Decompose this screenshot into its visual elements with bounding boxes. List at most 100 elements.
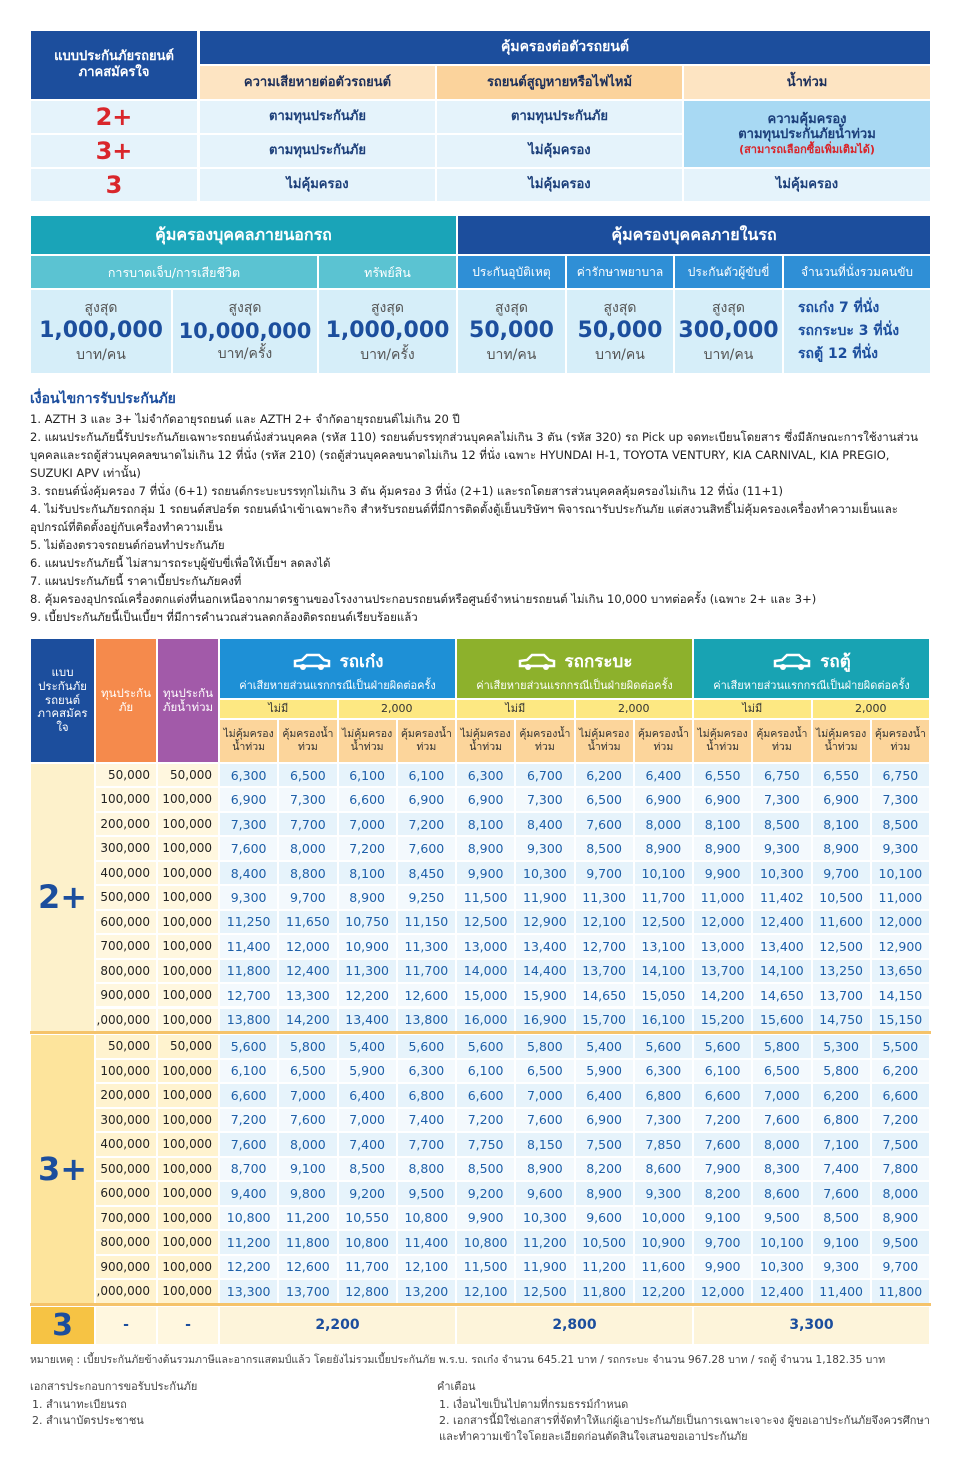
flood-sum: 100,000 xyxy=(157,983,219,1008)
premium: 9,300 xyxy=(870,836,930,861)
premium: 9,900 xyxy=(456,1205,516,1230)
premium: 14,650 xyxy=(752,983,812,1008)
premium: 8,500 xyxy=(752,811,812,837)
premium: 8,500 xyxy=(870,811,930,837)
premium: 13,800 xyxy=(219,1007,279,1032)
plan-col-header: แบบประกันภัยรถยนต์ภาคสมัครใจ xyxy=(30,638,95,763)
limit-label: สูงสุด xyxy=(603,299,637,316)
premium: 11,000 xyxy=(693,885,753,910)
flood-sum: 100,000 xyxy=(157,1279,219,1304)
warning-item: 1. เงื่อนไขเป็นไปตามที่กรมธรรม์กำหนด xyxy=(439,1398,629,1411)
sum-insured: 300,000 xyxy=(95,1107,157,1132)
sum-insured: 600,000 xyxy=(95,1181,157,1206)
premium: 13,100 xyxy=(633,934,693,959)
deductible-caption: ค่าเสียหายส่วนแรกกรณีเป็นฝ่ายผิดต่อครั้ง xyxy=(476,678,673,692)
plan-label: 3 xyxy=(30,1306,95,1345)
premium: 9,600 xyxy=(515,1181,575,1206)
premium: 7,600 xyxy=(574,811,634,837)
premium: 6,900 xyxy=(693,787,753,812)
premium: 7,600 xyxy=(278,1107,338,1132)
premium: 6,900 xyxy=(219,787,279,812)
premium: 8,100 xyxy=(811,811,871,837)
vehicle-name-row: รถกระบะ xyxy=(517,645,632,679)
premium: 7,600 xyxy=(693,1132,753,1157)
premium: 5,600 xyxy=(219,1034,279,1059)
premium: 8,000 xyxy=(278,836,338,861)
premium: 11,800 xyxy=(574,1279,634,1304)
column-header: น้ำท่วม xyxy=(683,65,931,100)
vehicle-icon xyxy=(518,653,555,670)
limit-label: สูงสุด xyxy=(494,299,529,316)
flood-option: คุ้มครองน้ำท่วม xyxy=(752,719,812,763)
limit-cell: สูงสุด 1,000,000 บาท/ครั้ง xyxy=(318,289,457,374)
plan-label: 3+ xyxy=(30,134,198,168)
premium: 8,600 xyxy=(752,1181,812,1206)
premium: 13,700 xyxy=(278,1279,338,1304)
flood-sum: 100,000 xyxy=(157,1007,219,1032)
premium: 2,200 xyxy=(219,1306,456,1345)
premium: 9,300 xyxy=(515,836,575,861)
condition-item: 7. แผนประกันภัยนี้ ราคาเบี้ยประกันภัยคงท… xyxy=(30,574,242,588)
flood-option: คุ้มครองน้ำท่วม xyxy=(633,719,693,763)
premium: 7,600 xyxy=(811,1181,871,1206)
premium: 6,600 xyxy=(219,1083,279,1108)
premium: 9,900 xyxy=(693,1254,753,1279)
premium: 11,700 xyxy=(633,885,693,910)
limit-unit: บาท/คน xyxy=(76,346,126,363)
sum-insured: 600,000 xyxy=(95,909,157,935)
premium: 15,700 xyxy=(574,1007,634,1032)
premium: 6,600 xyxy=(456,1083,516,1108)
condition-item: 1. AZTH 3 และ 3+ ไม่จำกัดอายุรถยนต์ และ … xyxy=(30,412,460,426)
premium: 13,400 xyxy=(515,934,575,959)
inside-title: คุ้มครองบุคคลภายในรถ xyxy=(457,215,931,255)
premium: 7,400 xyxy=(337,1132,397,1157)
outside-subheader: ทรัพย์สิน xyxy=(318,255,457,289)
premium: 12,700 xyxy=(574,934,634,959)
premium: 6,100 xyxy=(693,1058,753,1083)
premium: 6,700 xyxy=(515,763,575,788)
premium: 12,700 xyxy=(219,983,279,1008)
premium: 12,100 xyxy=(574,909,634,935)
premium: 7,300 xyxy=(633,1107,693,1132)
premium: 8,900 xyxy=(337,885,397,910)
premium: 11,250 xyxy=(219,909,279,935)
premium: 10,100 xyxy=(870,860,930,886)
premium: 5,300 xyxy=(811,1034,871,1059)
premium: 6,800 xyxy=(633,1083,693,1108)
premium: 5,800 xyxy=(278,1034,338,1059)
premium: 11,300 xyxy=(396,934,456,959)
flood-col-header: ทุนประกันภัยน้ำท่วม xyxy=(157,638,219,763)
limit-unit: บาท/คน xyxy=(703,346,754,363)
premium: 9,100 xyxy=(278,1156,338,1181)
premium: 6,900 xyxy=(574,1107,634,1132)
premium: 11,150 xyxy=(396,909,456,935)
condition-item: 2. แผนประกันภัยนี้รับประกันภัยเฉพาะรถยนต… xyxy=(30,430,918,480)
premium: 13,800 xyxy=(396,1007,456,1032)
sum-insured: - xyxy=(95,1306,157,1345)
flood-sum: 100,000 xyxy=(157,1083,219,1108)
premium: 7,700 xyxy=(396,1132,456,1157)
premium: 15,150 xyxy=(870,1007,930,1032)
vehicle-name-row: รถตู้ xyxy=(772,645,851,679)
flood-sum: 100,000 xyxy=(157,811,219,837)
premium: 6,300 xyxy=(633,1058,693,1083)
premium: 6,300 xyxy=(456,763,516,788)
premium: 9,100 xyxy=(693,1205,753,1230)
premium: 12,200 xyxy=(633,1279,693,1304)
premium: 12,600 xyxy=(278,1254,338,1279)
premium: 10,100 xyxy=(752,1230,812,1255)
limit-value: 1,000,000 xyxy=(325,318,450,344)
premium: 5,800 xyxy=(811,1058,871,1083)
premium: 6,200 xyxy=(574,763,634,788)
premium: 7,200 xyxy=(219,1107,279,1132)
premium: 6,100 xyxy=(456,1058,516,1083)
warning-title: คำเตือน xyxy=(437,1380,476,1393)
limit-cell: สูงสุด 50,000 บาท/คน xyxy=(457,289,566,374)
premium: 7,600 xyxy=(219,1132,279,1157)
premium: 11,500 xyxy=(456,885,516,910)
premium: 9,700 xyxy=(870,1254,930,1279)
premium: 8,450 xyxy=(396,860,456,886)
premium: 12,600 xyxy=(396,983,456,1008)
deductible: ไม่มี xyxy=(219,699,338,719)
